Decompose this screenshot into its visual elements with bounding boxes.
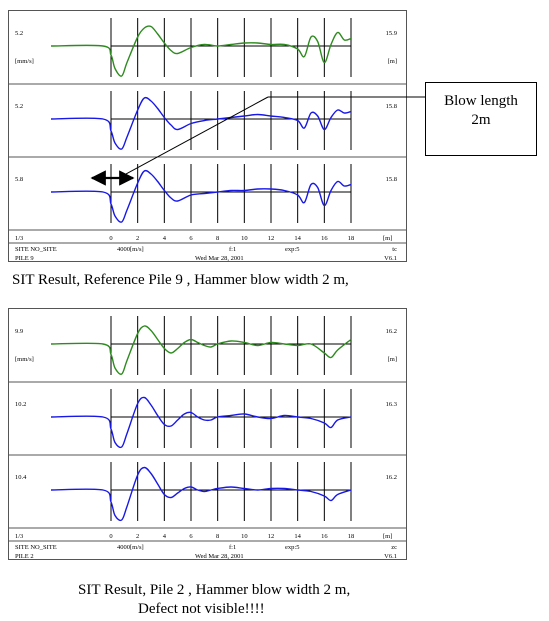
sit-chart-panel-2: 9.9 [mm/s] 16.2 [m] 10.2 16.3 10.4 16.2 1/3 0 2 4 6 8… <box>8 308 407 560</box>
x-tick-label-10: 10 <box>241 533 248 540</box>
trace-length-label: 15.8 <box>386 103 397 110</box>
trace-line-1 <box>50 25 352 77</box>
trace-line-2 <box>50 396 352 449</box>
trace-length-label: 15.9 <box>386 30 397 37</box>
footer-filter: f:1 <box>229 246 236 253</box>
footer-pile: PILE 2 <box>15 553 34 559</box>
trace-gain-label: 5.2 <box>15 103 23 110</box>
footer-filter: f:1 <box>229 544 236 551</box>
x-tick-label-10: 10 <box>241 235 248 242</box>
trace-line-2 <box>50 96 352 150</box>
trace-strip-3: 10.4 16.2 <box>9 462 406 529</box>
sit-chart-panel-1: 5.2 [mm/s] 15.9 [m] 5.2 15.8 5.8 15.8 1/3 0 2 4 6 8 10… <box>8 10 407 262</box>
x-tick-label-8: 8 <box>216 235 219 242</box>
footer-version: V6.1 <box>384 255 397 261</box>
footer-date: Wed Mar 28, 2001 <box>195 255 244 261</box>
footer-flag: tc <box>392 246 397 253</box>
trace-line-1 <box>50 325 352 375</box>
footer-site: SITE NO_SITE <box>15 246 57 253</box>
footer-site: SITE NO_SITE <box>15 544 57 551</box>
footer-date: Wed Mar 28, 2001 <box>195 553 244 559</box>
footer-pile: PILE 9 <box>15 255 34 261</box>
trace-length-label: 16.3 <box>386 401 397 408</box>
x-tick-label-12: 12 <box>268 235 275 242</box>
sit-chart-2: 9.9 [mm/s] 16.2 [m] 10.2 16.3 10.4 16.2 1/3 0 2 4 6 8… <box>9 316 406 559</box>
x-tick-label-0: 0 <box>109 235 112 242</box>
x-axis-label: [m] <box>383 533 392 540</box>
sit-chart-1: 5.2 [mm/s] 15.9 [m] 5.2 15.8 5.8 15.8 1/3 0 2 4 6 8 10… <box>9 18 406 261</box>
trace-unit-label: [mm/s] <box>15 58 34 65</box>
trace-strip-1: 5.2 [mm/s] 15.9 [m] <box>9 18 406 85</box>
footer-page-label: 1/3 <box>15 533 23 540</box>
x-tick-label-14: 14 <box>294 235 301 242</box>
x-tick-label-16: 16 <box>321 533 328 540</box>
footer-flag: zc <box>391 544 397 551</box>
x-tick-label-4: 4 <box>163 235 167 242</box>
x-tick-label-0: 0 <box>109 533 112 540</box>
x-tick-label-18: 18 <box>348 533 355 540</box>
caption-pile-2-line-1: SIT Result, Pile 2 , Hammer blow width 2… <box>78 582 351 598</box>
trace-gain-label: 10.4 <box>15 474 27 481</box>
x-tick-label-18: 18 <box>348 235 355 242</box>
x-tick-label-14: 14 <box>294 533 301 540</box>
trace-line-3 <box>50 169 352 223</box>
trace-gain-label: 5.2 <box>15 30 23 37</box>
trace-length-label: 16.2 <box>386 474 397 481</box>
trace-unit-label: [mm/s] <box>15 356 34 363</box>
x-tick-label-16: 16 <box>321 235 328 242</box>
trace-line-3 <box>50 466 352 522</box>
footer-velocity: 4000[m/s] <box>117 544 144 551</box>
footer-page-label: 1/3 <box>15 235 23 242</box>
x-tick-label-12: 12 <box>268 533 275 540</box>
footer-velocity: 4000[m/s] <box>117 246 144 253</box>
caption-reference-pile: SIT Result, Reference Pile 9 , Hammer bl… <box>12 272 349 288</box>
footer-exp: exp:5 <box>285 544 299 551</box>
x-tick-label-6: 6 <box>189 533 193 540</box>
x-tick-label-8: 8 <box>216 533 219 540</box>
callout-leader-line <box>125 96 269 175</box>
trace-strip-1: 9.9 [mm/s] 16.2 [m] <box>9 316 406 383</box>
x-tick-label-2: 2 <box>136 533 139 540</box>
trace-strip-2: 5.2 15.8 <box>9 91 406 158</box>
footer-version: V6.1 <box>384 553 397 559</box>
trace-strip-2: 10.2 16.3 <box>9 389 406 456</box>
trace-length-label: 16.2 <box>386 328 397 335</box>
x-tick-label-6: 6 <box>189 235 193 242</box>
trace-gain-label: 10.2 <box>15 401 26 408</box>
trace-strip-3: 5.8 15.8 <box>9 164 406 231</box>
trace-length-label: 15.8 <box>386 176 397 183</box>
callout-line-2: 2m <box>471 112 491 128</box>
caption-pile-2-line-2: Defect not visible!!!! <box>138 601 265 617</box>
trace-gain-label: 5.8 <box>15 176 23 183</box>
blow-length-callout: Blow length 2m <box>425 82 537 156</box>
trace-gain-label: 9.9 <box>15 328 23 335</box>
x-tick-label-4: 4 <box>163 533 167 540</box>
trace-length-unit-label: [m] <box>388 58 397 65</box>
trace-length-unit-label: [m] <box>388 356 397 363</box>
x-axis-label: [m] <box>383 235 392 242</box>
footer-exp: exp:5 <box>285 246 299 253</box>
callout-line-1: Blow length <box>444 93 518 109</box>
x-tick-label-2: 2 <box>136 235 139 242</box>
